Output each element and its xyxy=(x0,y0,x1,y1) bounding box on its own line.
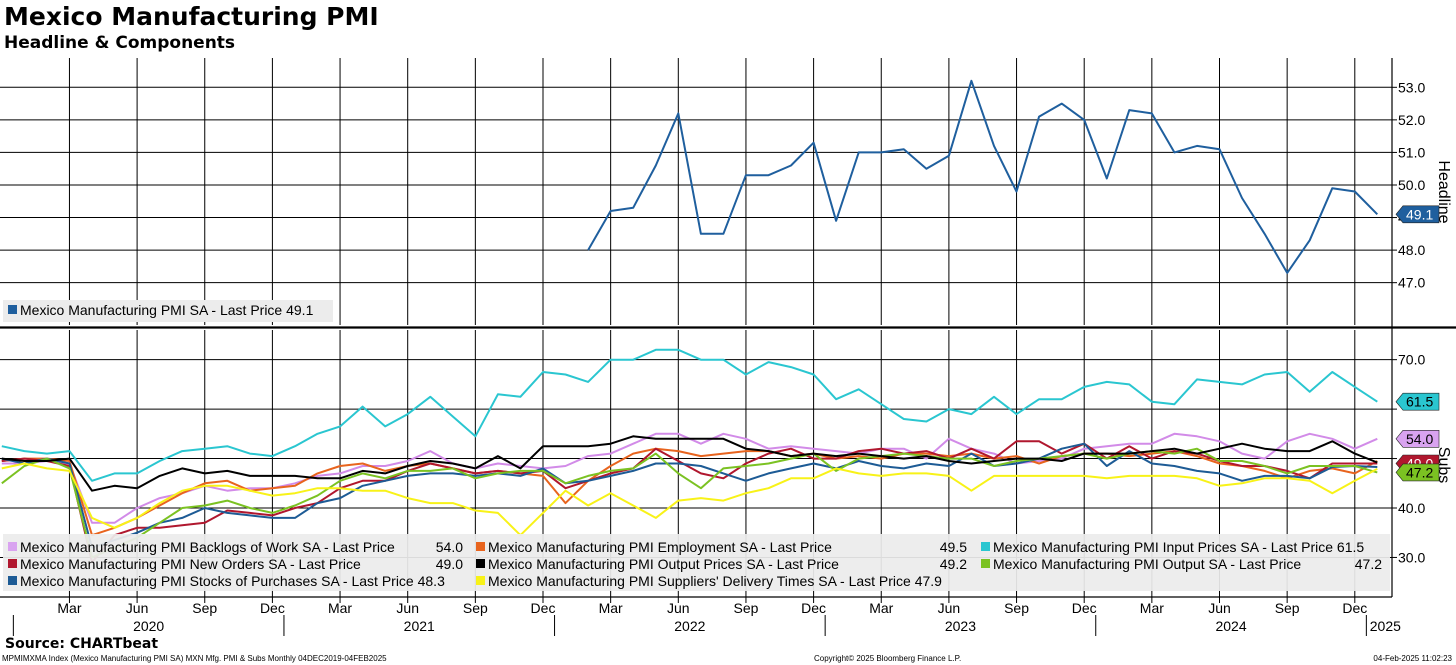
legend-output-prices-value: 49.2 xyxy=(940,556,967,572)
legend-new-orders-label: Mexico Manufacturing PMI New Orders SA -… xyxy=(20,556,361,572)
legend-backlogs-value: 54.0 xyxy=(436,539,463,555)
x-month-label: Mar xyxy=(599,600,623,616)
x-month-label: Dec xyxy=(260,600,285,616)
legend-delivery-swatch xyxy=(476,576,485,585)
legend-output-prices-swatch xyxy=(476,559,485,568)
x-month-label: Sep xyxy=(1275,600,1300,616)
chart-title: Mexico Manufacturing PMI xyxy=(4,2,379,31)
x-year-label: 2024 xyxy=(1215,618,1246,634)
x-month-label: Jun xyxy=(396,600,419,616)
y-tick-label: 51.0 xyxy=(1398,144,1425,160)
x-month-label: Sep xyxy=(733,600,758,616)
x-month-label: Sep xyxy=(1004,600,1029,616)
x-month-label: Mar xyxy=(57,600,81,616)
legend-input-prices-label: Mexico Manufacturing PMI Input Prices SA… xyxy=(993,539,1364,555)
legend-stocks-label: Mexico Manufacturing PMI Stocks of Purch… xyxy=(20,573,445,589)
legend-headline-swatch xyxy=(8,305,17,314)
legend-delivery-label: Mexico Manufacturing PMI Suppliers' Deli… xyxy=(488,573,942,589)
x-month-label: Jun xyxy=(938,600,961,616)
x-month-label: Dec xyxy=(531,600,556,616)
subs-legend-box xyxy=(3,534,1390,591)
x-year-label: 2021 xyxy=(404,618,435,634)
x-year-label: 2023 xyxy=(945,618,976,634)
legend-output-value: 47.2 xyxy=(1355,556,1382,572)
x-month-label: Jun xyxy=(1208,600,1231,616)
x-month-label: Mar xyxy=(1140,600,1164,616)
legend-new-orders-value: 49.0 xyxy=(436,556,463,572)
last-value-badge xyxy=(1395,205,1440,224)
last-value-badge-label: 61.5 xyxy=(1406,394,1433,410)
x-year-label: 2025 xyxy=(1370,618,1401,634)
legend-backlogs-label: Mexico Manufacturing PMI Backlogs of Wor… xyxy=(20,539,395,555)
x-month-label: Mar xyxy=(869,600,893,616)
legend-employment-value: 49.5 xyxy=(940,539,967,555)
legend-employment-label: Mexico Manufacturing PMI Employment SA -… xyxy=(488,539,832,555)
legend-stocks-swatch xyxy=(8,576,17,585)
legend-new-orders-swatch xyxy=(8,559,17,568)
series-lines xyxy=(1,79,1379,564)
x-month-label: Jun xyxy=(667,600,690,616)
footer-copyright: Copyright© 2025 Bloomberg Finance L.P. xyxy=(814,654,962,663)
series-line-stocks-of-purchases xyxy=(1,442,1378,549)
series-line-input-prices xyxy=(1,348,1378,482)
series-line-output-prices xyxy=(1,435,1378,492)
x-year-label: 2022 xyxy=(674,618,705,634)
x-month-label: Dec xyxy=(1342,600,1367,616)
x-month-label: Dec xyxy=(1072,600,1097,616)
y-tick-label: 48.0 xyxy=(1398,242,1425,258)
last-value-badge-label: 47.2 xyxy=(1406,464,1433,480)
x-month-label: Sep xyxy=(463,600,488,616)
y-tick-label: 47.0 xyxy=(1398,275,1425,291)
y-tick-label: 40.0 xyxy=(1398,500,1425,516)
x-year-label: 2020 xyxy=(133,618,164,634)
y-tick-label: 50.0 xyxy=(1398,177,1425,193)
y-tick-label: 30.0 xyxy=(1398,549,1425,565)
legends: Mexico Manufacturing PMI SA - Last Price… xyxy=(3,300,1390,591)
series-line-mexico-manufacturing-pmi-sa xyxy=(587,79,1379,274)
last-value-badges: 49.161.554.049.047.2 xyxy=(1395,205,1440,482)
footer-timestamp: 04-Feb-2025 11:02:23 xyxy=(1373,654,1452,663)
x-month-label: Dec xyxy=(801,600,826,616)
last-value-badge xyxy=(1395,463,1440,482)
legend-employment-swatch xyxy=(476,542,485,551)
x-month-label: Sep xyxy=(192,600,217,616)
legend-output-swatch xyxy=(981,559,990,568)
headline-legend-box xyxy=(3,300,333,322)
x-month-label: Mar xyxy=(328,600,352,616)
series-line-employment xyxy=(1,447,1378,537)
series-line-suppliers-delivery-times xyxy=(1,462,1378,537)
legend-output-label: Mexico Manufacturing PMI Output SA - Las… xyxy=(993,556,1301,572)
last-value-badge xyxy=(1395,392,1440,411)
legend-backlogs-swatch xyxy=(8,542,17,551)
y-tick-label: 52.0 xyxy=(1398,112,1425,128)
last-value-badge-label: 49.1 xyxy=(1406,206,1433,222)
last-value-badge-label: 54.0 xyxy=(1406,431,1433,447)
axes: 47.048.049.050.051.052.053.0Headline30.0… xyxy=(0,58,1456,636)
series-line-new-orders xyxy=(1,440,1378,564)
chart-subtitle: Headline & Components xyxy=(4,33,236,53)
legend-headline-label: Mexico Manufacturing PMI SA - Last Price… xyxy=(20,302,314,318)
footer-index-info: MPMIMXMA Index (Mexico Manufacturing PMI… xyxy=(2,654,387,663)
last-value-badge xyxy=(1395,429,1440,448)
legend-output-prices-label: Mexico Manufacturing PMI Output Prices S… xyxy=(488,556,839,572)
source-label: Source: CHARTbeat xyxy=(5,636,159,652)
x-month-label: Jun xyxy=(126,600,149,616)
y-tick-label: 70.0 xyxy=(1398,352,1425,368)
legend-input-prices-swatch xyxy=(981,542,990,551)
y-tick-label: 53.0 xyxy=(1398,79,1425,95)
